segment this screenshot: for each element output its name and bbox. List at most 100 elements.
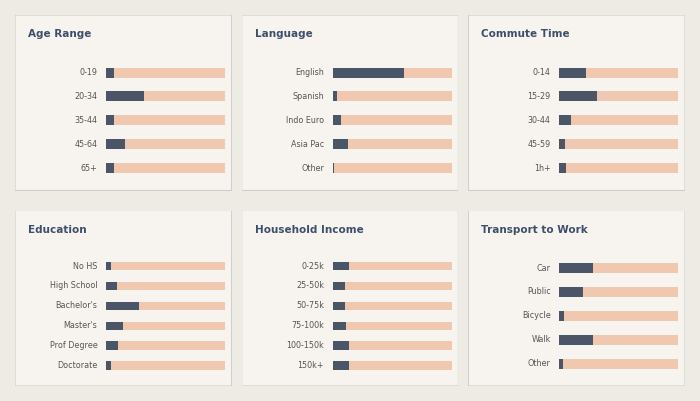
Text: 100-150k: 100-150k — [286, 341, 324, 350]
FancyBboxPatch shape — [241, 211, 458, 386]
Bar — [332, 262, 349, 270]
Text: 35-44: 35-44 — [74, 116, 97, 125]
Bar — [332, 302, 344, 310]
FancyBboxPatch shape — [468, 211, 685, 386]
Bar — [106, 342, 118, 350]
Bar — [559, 358, 563, 369]
Bar — [332, 163, 334, 173]
Text: Other: Other — [528, 359, 551, 368]
Bar — [332, 139, 452, 149]
Bar — [332, 342, 452, 350]
Bar — [106, 67, 225, 77]
Bar — [332, 322, 346, 330]
Bar — [559, 91, 678, 101]
Bar — [106, 322, 122, 330]
Bar — [559, 91, 598, 101]
Text: 50-75k: 50-75k — [296, 302, 324, 310]
Bar — [106, 139, 125, 149]
Bar — [332, 302, 452, 310]
Bar — [332, 67, 404, 77]
Text: Bicycle: Bicycle — [522, 311, 551, 320]
Text: Indo Euro: Indo Euro — [286, 116, 324, 125]
Bar — [559, 287, 678, 297]
Bar — [106, 262, 111, 270]
Text: Asia Pac: Asia Pac — [290, 140, 324, 149]
Bar — [106, 282, 117, 290]
Text: Doctorate: Doctorate — [57, 361, 97, 370]
Bar — [332, 361, 349, 370]
FancyBboxPatch shape — [15, 211, 232, 386]
Text: 0-25k: 0-25k — [301, 261, 324, 271]
Bar — [106, 163, 225, 173]
Text: Education: Education — [28, 225, 87, 235]
Bar — [106, 361, 225, 370]
Text: Car: Car — [537, 263, 551, 273]
Bar — [332, 342, 349, 350]
Bar — [332, 163, 452, 173]
Bar — [332, 262, 452, 270]
Bar — [106, 115, 114, 125]
Text: 30-44: 30-44 — [528, 116, 551, 125]
Bar — [106, 282, 225, 290]
Bar — [559, 263, 593, 273]
Bar — [559, 335, 593, 345]
Bar — [106, 91, 225, 101]
Text: Walk: Walk — [531, 335, 551, 344]
Text: Language: Language — [255, 29, 312, 39]
Text: High School: High School — [50, 282, 97, 290]
Text: 20-34: 20-34 — [74, 92, 97, 101]
Text: 65+: 65+ — [80, 164, 97, 172]
Text: 45-59: 45-59 — [527, 140, 551, 149]
Text: 25-50k: 25-50k — [296, 282, 324, 290]
Bar — [559, 139, 678, 149]
Bar — [332, 91, 452, 101]
Bar — [332, 322, 452, 330]
Bar — [106, 322, 225, 330]
Bar — [106, 163, 114, 173]
FancyBboxPatch shape — [241, 15, 458, 190]
Text: 0-19: 0-19 — [79, 68, 97, 77]
Text: Public: Public — [527, 288, 551, 296]
Bar — [106, 302, 139, 310]
Bar — [559, 358, 678, 369]
FancyBboxPatch shape — [15, 15, 232, 190]
Bar — [332, 282, 452, 290]
Bar — [559, 311, 564, 321]
Text: Spanish: Spanish — [293, 92, 324, 101]
Text: English: English — [295, 68, 324, 77]
Text: Prof Degree: Prof Degree — [50, 341, 97, 350]
Bar — [106, 302, 225, 310]
Bar — [559, 139, 566, 149]
Text: 0-14: 0-14 — [533, 68, 551, 77]
Text: Master's: Master's — [64, 321, 97, 330]
Text: Age Range: Age Range — [28, 29, 92, 39]
Bar — [559, 163, 566, 173]
Text: Commute Time: Commute Time — [482, 29, 570, 39]
Text: Household Income: Household Income — [255, 225, 363, 235]
Bar — [106, 262, 225, 270]
Text: 1h+: 1h+ — [534, 164, 551, 172]
Bar — [559, 67, 585, 77]
Bar — [559, 163, 678, 173]
Bar — [106, 67, 114, 77]
Text: Other: Other — [301, 164, 324, 172]
Text: 45-64: 45-64 — [74, 140, 97, 149]
FancyBboxPatch shape — [468, 15, 685, 190]
Bar — [332, 139, 348, 149]
Bar — [559, 335, 678, 345]
Bar — [106, 139, 225, 149]
Bar — [559, 67, 678, 77]
Bar — [332, 282, 344, 290]
Bar — [332, 115, 341, 125]
Bar — [332, 115, 452, 125]
Bar — [106, 361, 111, 370]
Bar — [332, 91, 337, 101]
Bar — [559, 263, 678, 273]
Bar — [559, 115, 678, 125]
Text: Bachelor's: Bachelor's — [55, 302, 97, 310]
Text: 15-29: 15-29 — [527, 92, 551, 101]
Bar — [106, 115, 225, 125]
Bar — [559, 311, 678, 321]
Bar — [332, 67, 452, 77]
Bar — [559, 115, 571, 125]
